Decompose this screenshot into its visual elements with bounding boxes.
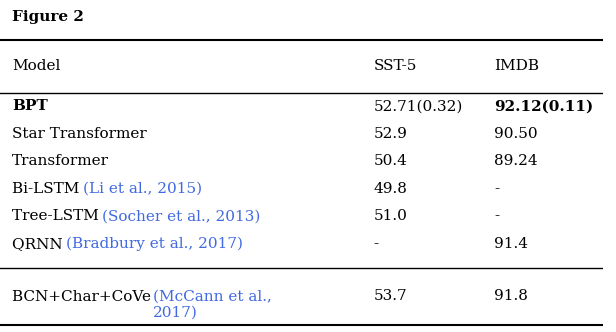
Text: 50.4: 50.4 xyxy=(374,154,408,168)
Text: 91.8: 91.8 xyxy=(494,290,528,303)
Text: -: - xyxy=(494,209,500,223)
Text: (Bradbury et al., 2017): (Bradbury et al., 2017) xyxy=(67,237,243,251)
Text: -: - xyxy=(494,182,500,196)
Text: Star Transformer: Star Transformer xyxy=(12,127,147,141)
Text: QRNN: QRNN xyxy=(12,237,68,251)
Text: 52.71(0.32): 52.71(0.32) xyxy=(374,99,463,113)
Text: BCN+Char+CoVe: BCN+Char+CoVe xyxy=(12,290,156,304)
Text: Transformer: Transformer xyxy=(12,154,109,168)
Text: 52.9: 52.9 xyxy=(374,127,408,141)
Text: BPT: BPT xyxy=(12,99,48,113)
Text: -: - xyxy=(374,237,379,251)
Text: Tree-LSTM: Tree-LSTM xyxy=(12,209,104,223)
Text: Figure 2: Figure 2 xyxy=(12,10,84,24)
Text: 49.8: 49.8 xyxy=(374,182,408,196)
Text: 90.50: 90.50 xyxy=(494,127,538,141)
Text: (Socher et al., 2013): (Socher et al., 2013) xyxy=(102,209,260,223)
Text: IMDB: IMDB xyxy=(494,59,539,73)
Text: Bi-LSTM: Bi-LSTM xyxy=(12,182,84,196)
Text: 89.24: 89.24 xyxy=(494,154,538,168)
Text: (McCann et al.,
2017): (McCann et al., 2017) xyxy=(153,290,272,320)
Text: 53.7: 53.7 xyxy=(374,290,407,303)
Text: 51.0: 51.0 xyxy=(374,209,408,223)
Text: (Li et al., 2015): (Li et al., 2015) xyxy=(83,182,202,196)
Text: 91.4: 91.4 xyxy=(494,237,528,251)
Text: SST-5: SST-5 xyxy=(374,59,417,73)
Text: Model: Model xyxy=(12,59,60,73)
Text: 92.12(0.11): 92.12(0.11) xyxy=(494,99,593,113)
